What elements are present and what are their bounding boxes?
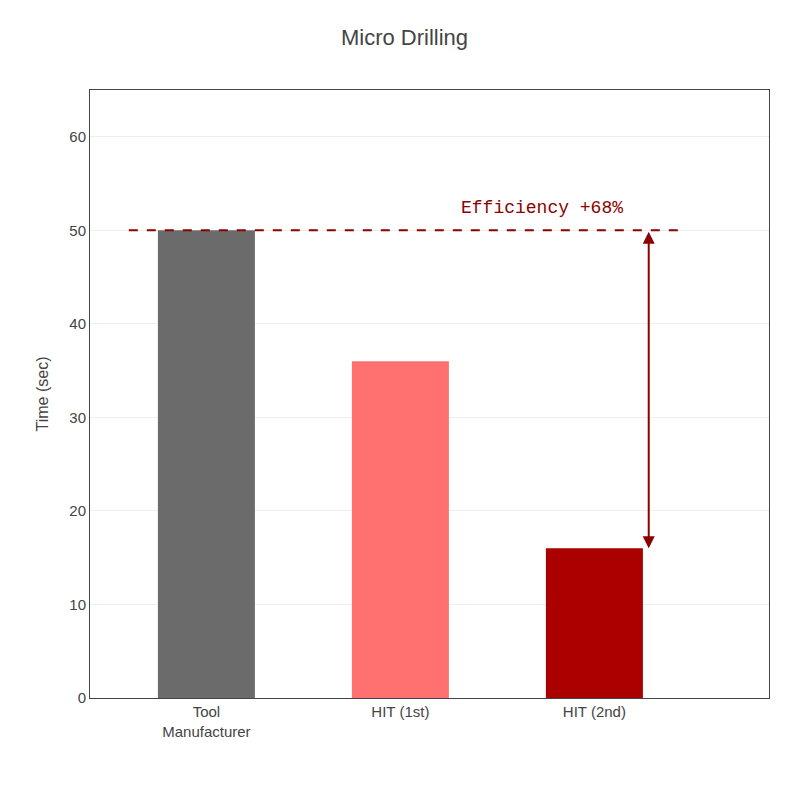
svg-text:ToolManufacturer: ToolManufacturer [162,703,250,740]
svg-text:10: 10 [69,596,86,613]
svg-text:40: 40 [69,315,86,332]
svg-text:Efficiency +68%: Efficiency +68% [461,198,623,218]
svg-text:0: 0 [78,689,86,706]
svg-text:Time (sec): Time (sec) [34,357,51,432]
svg-text:20: 20 [69,502,86,519]
svg-text:30: 30 [69,409,86,426]
svg-text:50: 50 [69,222,86,239]
svg-text:60: 60 [69,128,86,145]
svg-text:Micro Drilling: Micro Drilling [341,25,468,50]
svg-text:HIT (2nd): HIT (2nd) [563,703,626,720]
svg-text:HIT (1st): HIT (1st) [371,703,429,720]
